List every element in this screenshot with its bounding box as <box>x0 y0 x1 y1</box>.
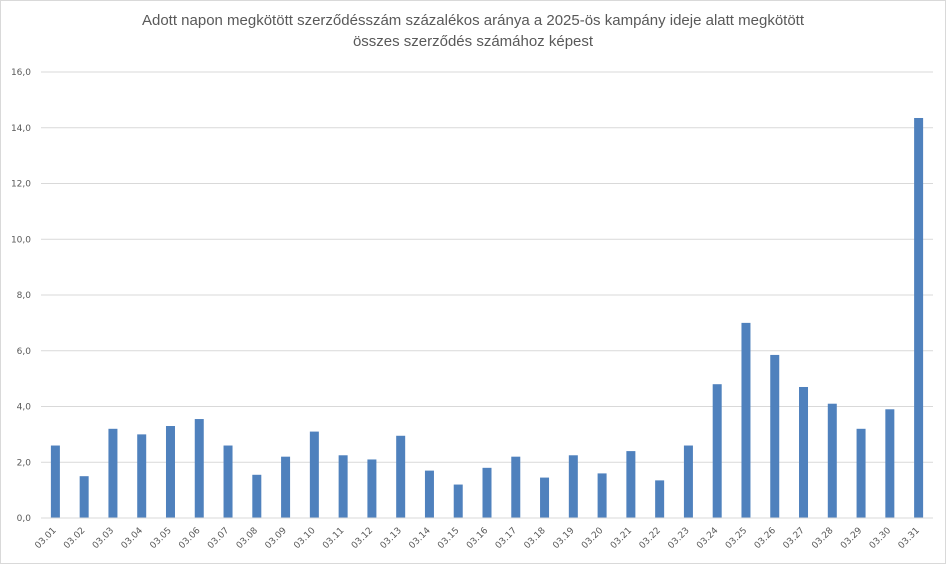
x-tick-label: 03.21 <box>609 526 634 551</box>
bar-03.04 <box>137 434 147 518</box>
bar-03.20 <box>597 473 607 518</box>
x-tick-label: 03.15 <box>436 526 461 551</box>
x-tick-label: 03.09 <box>264 526 289 551</box>
bar-03.21 <box>626 451 636 518</box>
y-tick-label: 8,0 <box>17 291 32 301</box>
bar-03.25 <box>741 322 751 518</box>
y-tick-label: 16,0 <box>11 68 31 78</box>
bar-03.11 <box>338 455 348 518</box>
bar-03.28 <box>827 403 837 518</box>
x-tick-label: 03.20 <box>580 526 605 551</box>
x-tick-label: 03.05 <box>148 526 173 551</box>
chart-title-line-1: Adott napon megkötött szerződésszám száz… <box>141 12 805 29</box>
x-tick-label: 03.29 <box>839 526 864 551</box>
x-tick-label: 03.18 <box>523 526 548 551</box>
x-tick-label: 03.23 <box>666 526 691 551</box>
x-tick-label: 03.24 <box>695 526 720 551</box>
x-tick-label: 03.04 <box>120 526 145 551</box>
y-tick-label: 2,0 <box>17 458 32 468</box>
bar-03.02 <box>79 476 89 518</box>
x-tick-label: 03.27 <box>782 526 807 551</box>
y-tick-label: 4,0 <box>17 403 32 413</box>
y-tick-label: 0,0 <box>17 514 32 524</box>
y-tick-label: 6,0 <box>17 347 32 357</box>
x-tick-label: 03.19 <box>551 526 576 551</box>
x-tick-label: 03.30 <box>868 526 893 551</box>
bar-03.23 <box>683 445 693 518</box>
bar-03.03 <box>108 428 118 518</box>
bar-03.10 <box>309 431 319 518</box>
y-tick-label: 12,0 <box>11 180 31 190</box>
x-tick-label: 03.12 <box>350 526 375 551</box>
bar-03.27 <box>799 386 809 518</box>
bar-03.18 <box>540 477 550 518</box>
x-tick-label: 03.13 <box>379 526 404 551</box>
x-tick-label: 03.16 <box>465 526 490 551</box>
bar-03.24 <box>712 384 722 518</box>
bar-03.12 <box>367 459 377 518</box>
bar-03.30 <box>885 409 895 518</box>
bar-03.15 <box>453 484 463 518</box>
x-tick-label: 03.08 <box>235 526 260 551</box>
bar-03.07 <box>223 445 233 518</box>
bar-03.31 <box>914 117 924 519</box>
x-tick-label: 03.11 <box>321 526 346 551</box>
x-tick-label: 03.25 <box>724 526 749 551</box>
x-tick-label: 03.22 <box>638 526 663 551</box>
bar-03.01 <box>50 445 60 518</box>
bar-03.13 <box>396 435 406 518</box>
bar-03.16 <box>482 467 492 518</box>
chart-title: Adott napon megkötött szerződésszám száz… <box>0 10 946 52</box>
x-tick-label: 03.10 <box>292 526 317 551</box>
y-tick-label: 10,0 <box>11 235 31 245</box>
bar-03.26 <box>770 354 780 518</box>
x-tick-label: 03.03 <box>91 526 116 551</box>
bar-03.17 <box>511 456 521 518</box>
x-tick-label: 03.31 <box>897 526 922 551</box>
x-tick-label: 03.26 <box>753 526 778 551</box>
bar-03.08 <box>252 474 262 518</box>
x-tick-label: 03.06 <box>177 526 202 551</box>
bar-03.09 <box>281 456 291 518</box>
bar-03.14 <box>424 470 434 518</box>
bar-03.22 <box>655 480 665 518</box>
bar-03.19 <box>568 455 578 518</box>
chart-title-line-2: összes szerződés számához képest <box>352 33 594 50</box>
bar-03.05 <box>165 426 175 518</box>
bar-03.06 <box>194 419 204 518</box>
x-tick-label: 03.02 <box>62 526 87 551</box>
x-tick-label: 03.07 <box>206 526 231 551</box>
x-tick-label: 03.17 <box>494 526 519 551</box>
x-tick-label: 03.01 <box>33 526 58 551</box>
x-tick-label: 03.28 <box>810 526 835 551</box>
y-tick-label: 14,0 <box>11 124 31 134</box>
bar-03.29 <box>856 428 866 518</box>
x-tick-label: 03.14 <box>407 526 432 551</box>
